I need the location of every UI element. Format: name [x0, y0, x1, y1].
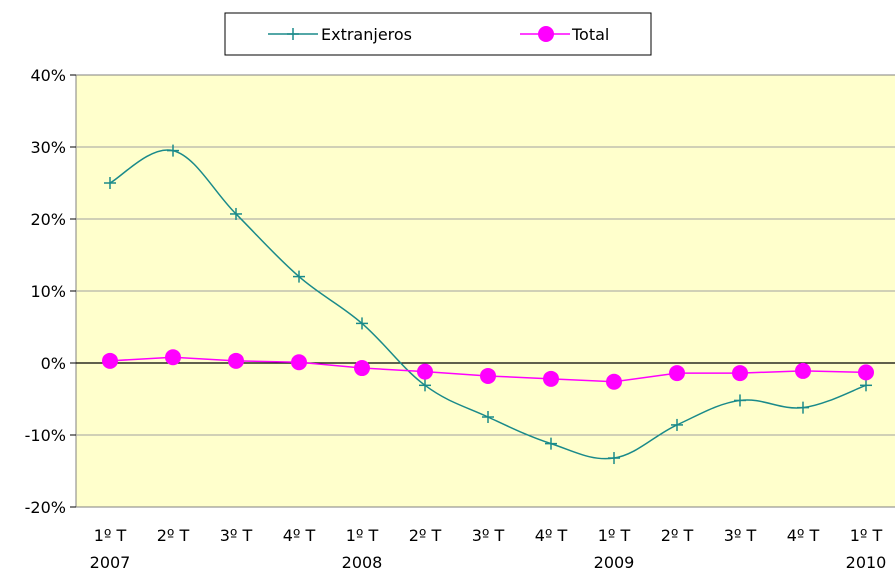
data-point-total — [291, 354, 307, 371]
x-year-label: 2010 — [846, 553, 887, 572]
x-tick-label: 4º T — [283, 526, 316, 545]
y-tick-label: 10% — [30, 282, 66, 301]
data-point-extranjeros — [167, 144, 179, 157]
data-point-total — [606, 373, 622, 390]
data-point-extranjeros — [230, 207, 242, 220]
data-point-total — [795, 362, 811, 379]
data-point-extranjeros — [671, 418, 683, 431]
y-tick-label: 0% — [41, 354, 66, 373]
gridlines — [76, 146, 895, 436]
data-point-extranjeros — [482, 411, 494, 423]
x-axis-ticks: 1º T 2º T 3º T 4º T 1º T 2º T 3º T 4º T 1º T 2º T… — [90, 526, 887, 572]
legend-label-extranjeros: Extranjeros — [321, 25, 412, 44]
x-tick-label: 4º T — [787, 526, 820, 545]
x-tick-label: 2º T — [157, 526, 190, 545]
x-tick-label: 1º T — [850, 526, 883, 545]
data-point-total — [480, 367, 496, 384]
legend-label-total: Total — [571, 25, 609, 44]
legend: Extranjeros Total — [224, 12, 652, 56]
legend-circle-total — [538, 26, 554, 42]
data-point-total — [417, 363, 433, 380]
x-tick-label: 3º T — [472, 526, 505, 545]
data-point-total — [354, 360, 370, 377]
data-point-total — [732, 365, 748, 382]
x-tick-label: 1º T — [94, 526, 127, 545]
x-tick-label: 3º T — [724, 526, 757, 545]
y-tick-label: 40% — [30, 66, 66, 85]
y-tick-label: -20% — [25, 498, 66, 517]
data-point-extranjeros — [797, 401, 809, 414]
x-tick-label: 2º T — [409, 526, 442, 545]
y-tick-label: 20% — [30, 210, 66, 229]
data-point-extranjeros — [104, 177, 116, 189]
data-point-total — [102, 352, 118, 369]
x-year-label: 2007 — [90, 553, 131, 572]
y-tick-label: 30% — [30, 138, 66, 157]
x-tick-label: 1º T — [346, 526, 379, 545]
legend-item-extranjeros: Extranjeros — [268, 25, 412, 44]
x-year-label: 2009 — [594, 553, 635, 572]
y-tick-label: -10% — [25, 426, 66, 445]
x-year-label: 2008 — [342, 553, 383, 572]
x-tick-label: 1º T — [598, 526, 631, 545]
data-point-extranjeros — [860, 379, 872, 392]
data-point-extranjeros — [608, 452, 620, 465]
data-point-extranjeros — [734, 394, 746, 407]
data-point-extranjeros — [419, 379, 431, 392]
data-point-total — [543, 370, 559, 387]
data-point-extranjeros — [356, 317, 368, 330]
x-tick-label: 4º T — [535, 526, 568, 545]
series-layer — [102, 144, 874, 465]
y-axis-ticks: 40% 30% 20% 10% 0% -10% -20% — [25, 66, 76, 517]
data-point-total — [858, 364, 874, 381]
data-point-extranjeros — [545, 437, 557, 450]
legend-item-total: Total — [520, 25, 609, 44]
x-tick-label: 3º T — [220, 526, 253, 545]
data-point-extranjeros — [293, 270, 305, 283]
data-point-total — [669, 365, 685, 382]
data-point-total — [165, 349, 181, 366]
data-point-total — [228, 352, 244, 369]
x-tick-label: 2º T — [661, 526, 694, 545]
